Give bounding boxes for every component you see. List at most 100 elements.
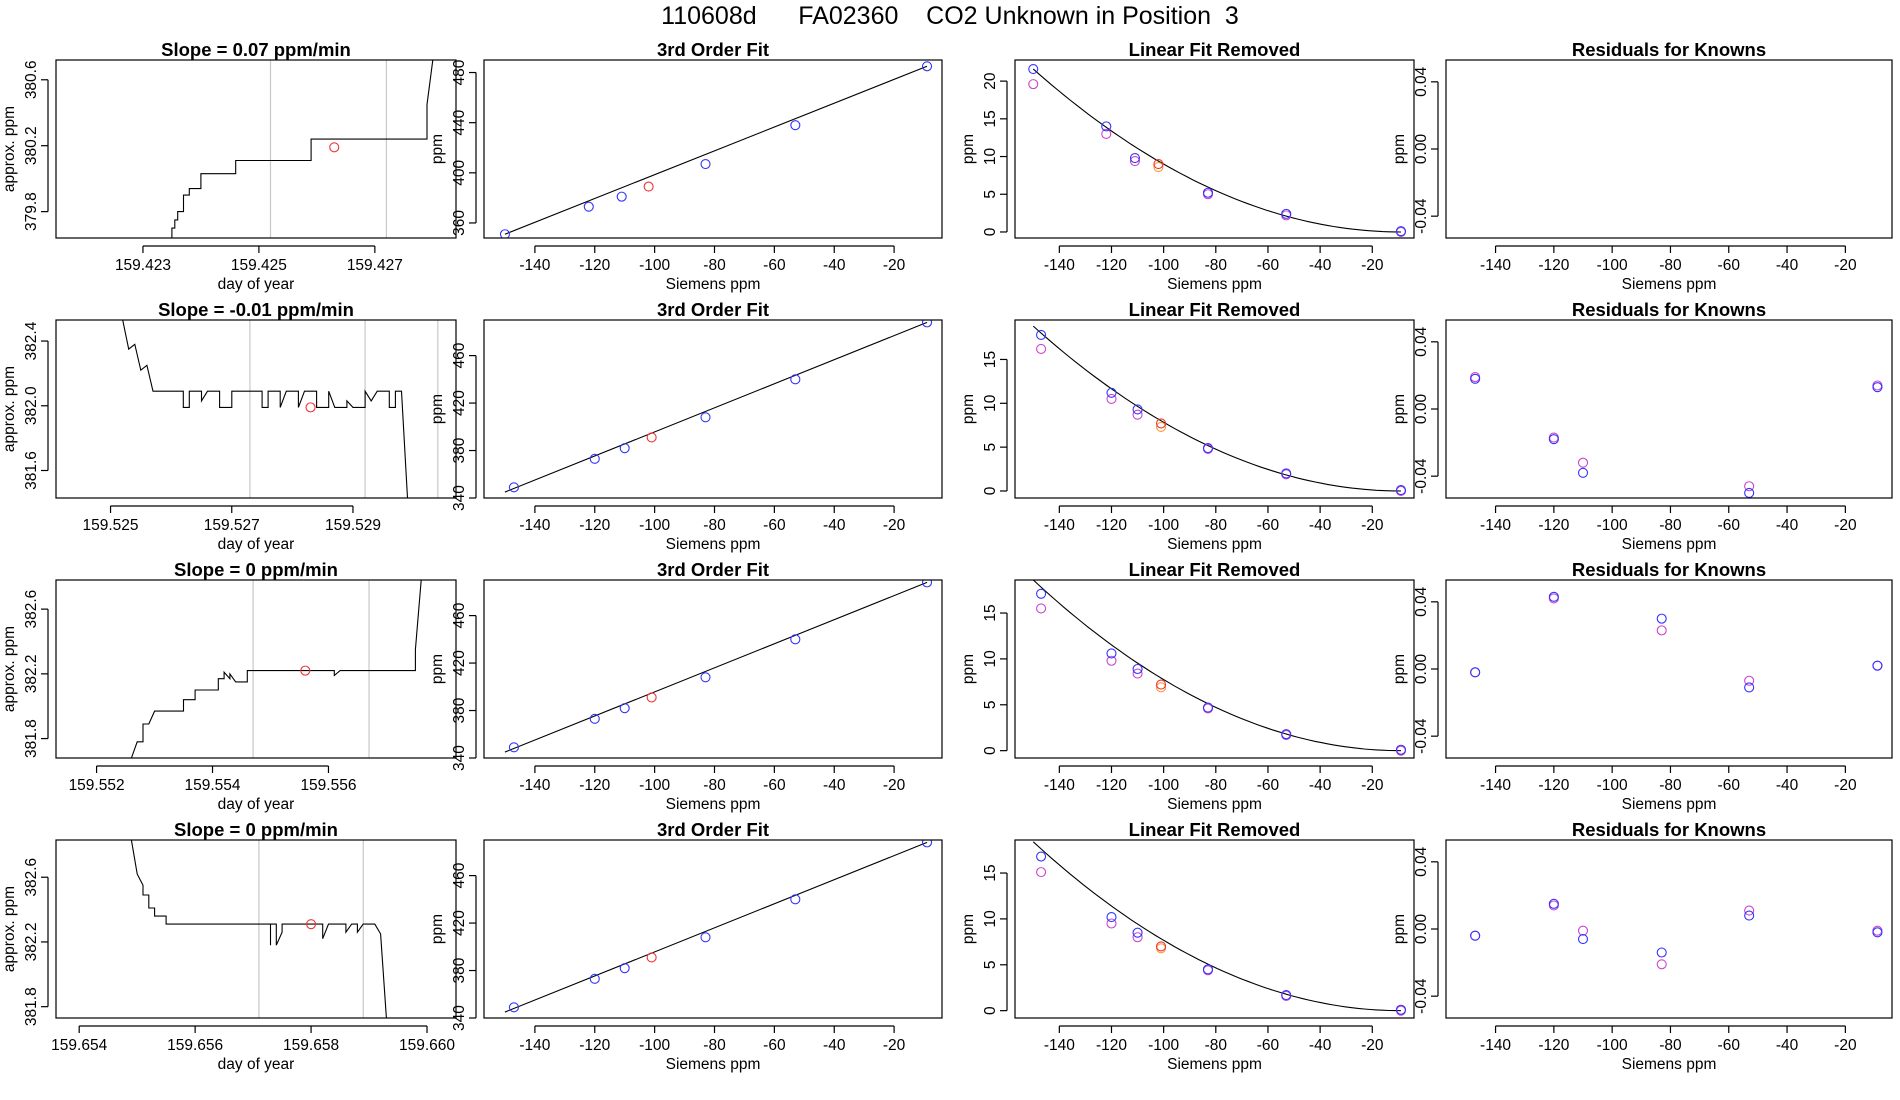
y-tick-label: 15 xyxy=(982,604,999,621)
x-tick-label: -80 xyxy=(703,777,726,794)
x-tick-label: -20 xyxy=(1834,777,1857,794)
y-axis-title: ppm xyxy=(429,654,446,684)
panel-resid-r0: Residuals for Knowns -140 -120 -100 -80 -60 -4… xyxy=(1391,39,1893,293)
x-tick-label: -40 xyxy=(1309,777,1332,794)
y-tick-label: 15 xyxy=(982,351,999,368)
panel-title: Linear Fit Removed xyxy=(1129,819,1301,840)
x-axis-title: day of year xyxy=(218,1056,295,1073)
plot-frame xyxy=(1445,319,1893,499)
x-tick-label: -80 xyxy=(1659,1037,1682,1054)
panel-title: 3rd Order Fit xyxy=(657,819,769,840)
known-point xyxy=(1132,927,1143,938)
known-point-alt xyxy=(1106,655,1117,666)
panel-fit-r2: 3rd Order Fit -140 -120 -100 -80 -60 -40 -20 Sie… xyxy=(429,559,943,813)
known-point xyxy=(1470,373,1481,384)
known-point-alt xyxy=(1577,925,1589,936)
plot-area xyxy=(504,580,933,753)
panel-title: Slope = 0 ppm/min xyxy=(174,819,338,840)
known-point-alt xyxy=(1132,668,1143,679)
fit-curve xyxy=(1032,841,1402,1012)
x-tick-label: 159.552 xyxy=(69,777,125,794)
y-tick-label: -0.04 xyxy=(1413,458,1430,494)
y-tick-label: 382.0 xyxy=(23,386,40,425)
panel-title: Linear Fit Removed xyxy=(1129,39,1301,60)
x-axis-title: Siemens ppm xyxy=(1622,796,1717,813)
x-tick-label: -140 xyxy=(1044,1037,1075,1054)
x-tick-label: -120 xyxy=(1096,777,1127,794)
unknown-point xyxy=(1155,679,1167,690)
x-tick-label: -60 xyxy=(1257,777,1280,794)
x-tick-label: -60 xyxy=(1718,1037,1741,1054)
x-tick-label: -40 xyxy=(823,517,846,534)
y-tick-label: 382.2 xyxy=(23,923,40,962)
known-point xyxy=(1577,934,1589,945)
y-axis-title: ppm xyxy=(1391,134,1408,164)
known-point xyxy=(1395,226,1407,237)
known-point-alt xyxy=(1106,918,1117,929)
known-point xyxy=(1106,648,1117,659)
x-tick-label: -40 xyxy=(1309,257,1332,274)
x-tick-label: 159.660 xyxy=(399,1037,455,1054)
x-tick-label: -80 xyxy=(1205,777,1228,794)
plot-area xyxy=(1032,580,1407,756)
x-tick-label: -120 xyxy=(579,777,610,794)
plot-frame xyxy=(55,839,457,1019)
known-point xyxy=(1202,442,1214,454)
x-tick-label: -60 xyxy=(1257,517,1280,534)
known-point xyxy=(589,973,600,984)
x-tick-label: -120 xyxy=(579,1037,610,1054)
known-point xyxy=(1872,382,1883,393)
known-point-alt xyxy=(1744,481,1755,492)
x-tick-label: -100 xyxy=(1597,257,1628,274)
y-tick-label: 420 xyxy=(451,390,468,416)
panel-time-r1: Slope = -0.01 ppm/min 159.525 159.527 159.5… xyxy=(1,299,457,553)
x-tick-label: -100 xyxy=(1597,517,1628,534)
known-point-alt xyxy=(1028,79,1039,90)
known-point xyxy=(1470,930,1481,941)
x-tick-label: 159.654 xyxy=(51,1037,107,1054)
known-point xyxy=(1548,898,1559,909)
plot-frame xyxy=(1014,319,1415,499)
plot-area xyxy=(1470,372,1883,498)
known-point xyxy=(1106,387,1117,398)
y-axis-title: ppm xyxy=(960,914,977,944)
unknown-mean-point xyxy=(306,919,317,930)
known-point xyxy=(700,158,711,170)
y-tick-label: 0.00 xyxy=(1413,394,1430,425)
y-tick-label: 0 xyxy=(982,746,999,755)
known-point xyxy=(619,963,630,974)
x-tick-label: -20 xyxy=(1834,1037,1857,1054)
panel-title: Slope = -0.01 ppm/min xyxy=(158,299,354,320)
x-tick-label: -60 xyxy=(1718,777,1741,794)
y-tick-label: 380 xyxy=(451,697,468,723)
panel-title: Residuals for Knowns xyxy=(1572,819,1766,840)
x-tick-label: -100 xyxy=(1597,1037,1628,1054)
plot-area xyxy=(130,840,387,1018)
known-point xyxy=(790,120,801,131)
known-point xyxy=(1106,912,1117,923)
x-tick-label: -140 xyxy=(1480,777,1511,794)
x-axis-title: Siemens ppm xyxy=(1167,536,1262,553)
panel-title: Residuals for Knowns xyxy=(1572,299,1766,320)
plot-area xyxy=(130,580,422,758)
x-tick-label: -40 xyxy=(1309,517,1332,534)
y-tick-label: 382.4 xyxy=(23,321,40,360)
x-tick-label: -100 xyxy=(1597,777,1628,794)
known-point xyxy=(1577,467,1589,478)
plot-area xyxy=(1470,898,1883,970)
known-point xyxy=(921,580,933,588)
x-tick-label: 159.658 xyxy=(283,1037,339,1054)
x-tick-label: -100 xyxy=(1148,1037,1179,1054)
x-tick-label: -140 xyxy=(1480,1037,1511,1054)
known-point xyxy=(1129,153,1141,164)
y-axis-title: ppm xyxy=(960,394,977,424)
known-point xyxy=(1470,667,1481,678)
y-tick-label: 0.04 xyxy=(1413,326,1430,357)
plot-area xyxy=(122,320,439,498)
y-tick-label: 382.2 xyxy=(23,654,40,693)
x-tick-label: -80 xyxy=(1205,1037,1228,1054)
known-point xyxy=(1281,468,1292,479)
plot-area xyxy=(1032,841,1407,1016)
y-tick-label: 0.04 xyxy=(1413,586,1430,617)
panel-resid-r3: Residuals for Knowns -140 -120 -100 -80 -60 -4… xyxy=(1391,819,1893,1073)
